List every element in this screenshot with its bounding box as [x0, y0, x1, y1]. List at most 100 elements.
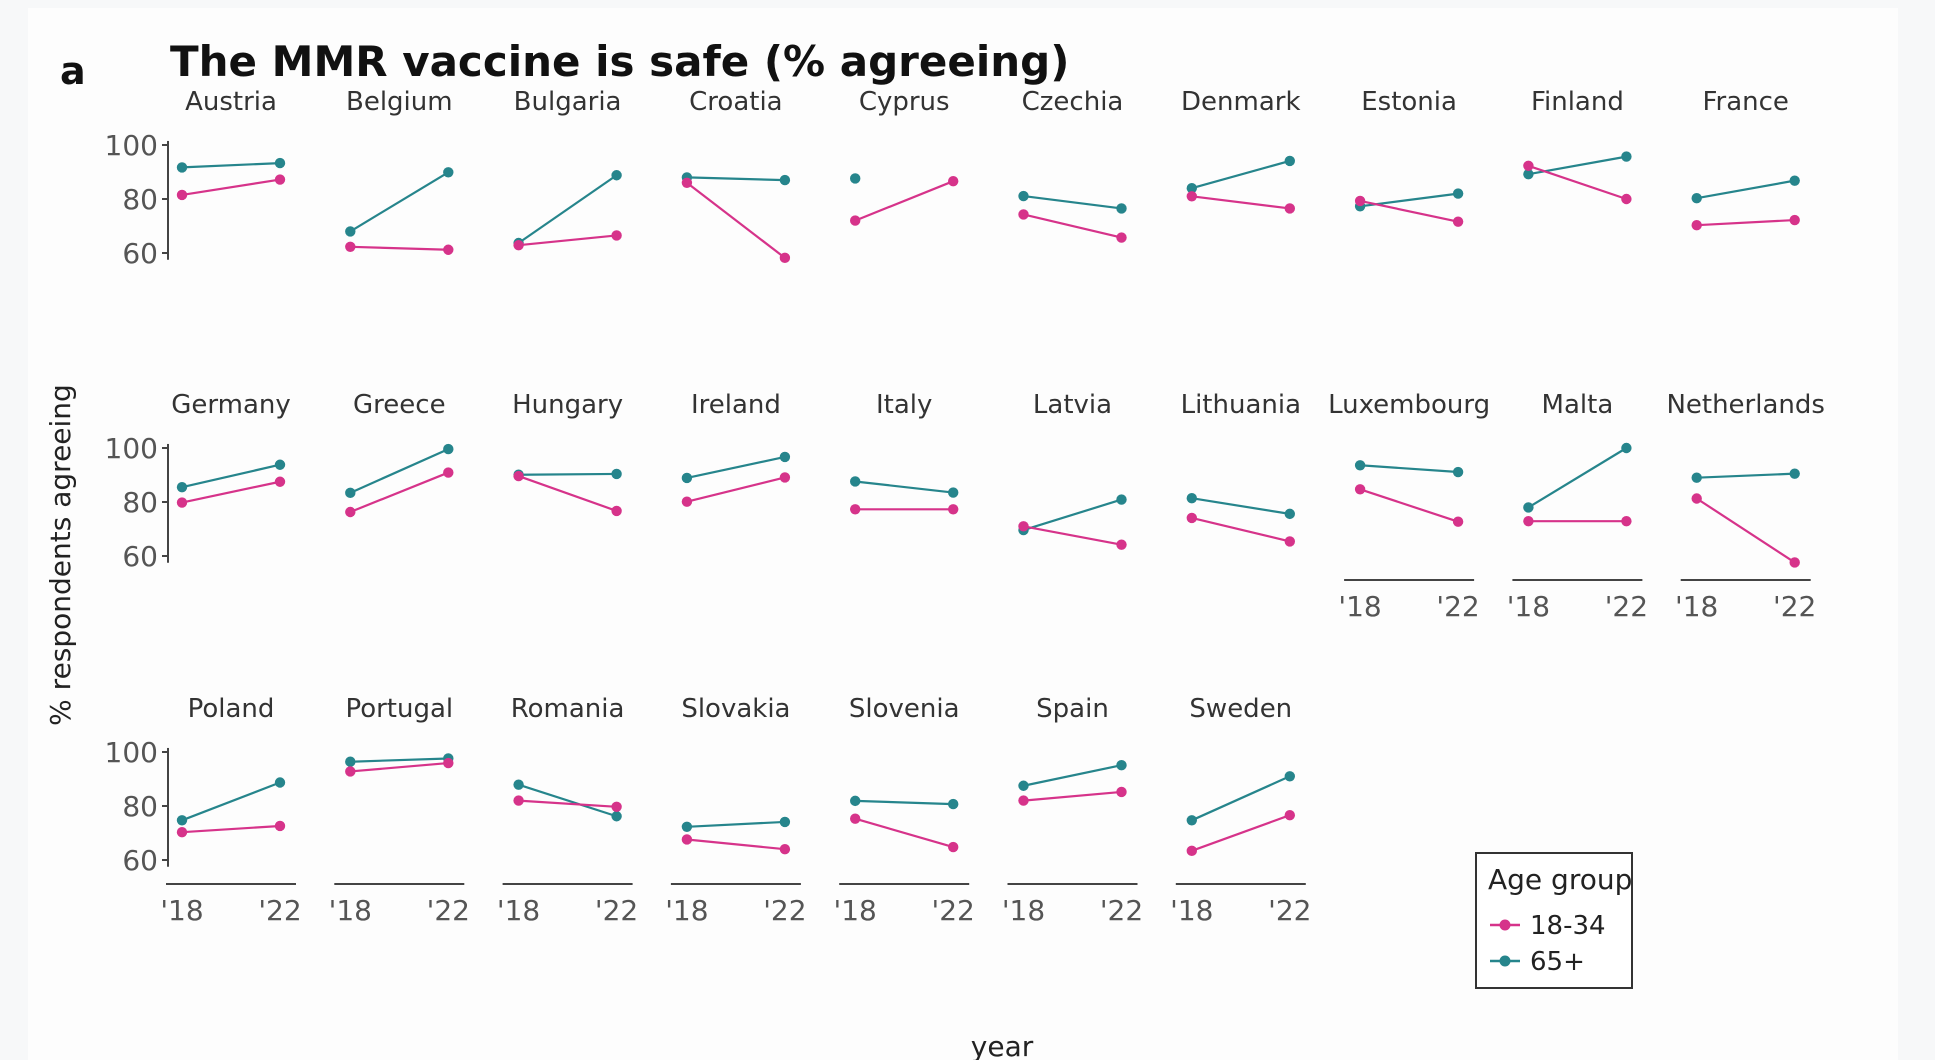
- data-point-18-34-croatia-18: [681, 177, 693, 188]
- data-point-65plus-malta-22: [1621, 442, 1632, 454]
- series-line-18-34-croatia: [686, 181, 786, 259]
- facet-label-romania: Romania: [511, 694, 625, 724]
- series-line-18-34-netherlands: [1696, 497, 1796, 564]
- data-point-18-34-spain-18: [1018, 795, 1029, 806]
- data-point-18-34-france-18: [1691, 219, 1702, 231]
- series-line-18-34-austria: [181, 178, 281, 197]
- series-line-65plus-croatia: [686, 176, 785, 182]
- data-point-65plus-spain-22: [1116, 760, 1127, 771]
- data-point-65plus-italy-22: [948, 487, 959, 498]
- x-tick-label-portugal-1: '22: [427, 894, 470, 927]
- facet-denmark: Denmark: [1181, 87, 1301, 214]
- data-point-65plus-denmark-18: [1186, 183, 1198, 194]
- data-point-18-34-italy-22: [948, 504, 959, 515]
- data-point-65plus-finland-18: [1523, 168, 1534, 180]
- series-line-18-34-hungary: [518, 475, 617, 512]
- data-point-18-34-luxembourg-22: [1452, 516, 1464, 527]
- data-point-18-34-lithuania-18: [1186, 512, 1198, 524]
- facet-label-czechia: Czechia: [1022, 87, 1124, 117]
- y-axis-row-3: 60 80 100: [105, 736, 169, 877]
- data-point-65plus-ireland-18: [681, 472, 693, 484]
- data-point-18-34-croatia-22: [779, 252, 791, 264]
- facet-czechia: Czechia: [1018, 87, 1127, 243]
- series-line-65plus-austria: [181, 161, 281, 169]
- data-point-65plus-romania-18: [513, 779, 524, 790]
- data-point-65plus-spain-18: [1018, 780, 1029, 791]
- data-point-18-34-ireland-22: [779, 472, 791, 483]
- series-line-18-34-slovenia: [854, 817, 954, 849]
- data-point-18-34-slovakia-22: [779, 844, 791, 855]
- facet-label-austria: Austria: [185, 87, 277, 117]
- legend-label-18-34: 18-34: [1530, 911, 1606, 941]
- series-line-18-34-spain: [1023, 790, 1122, 802]
- data-point-18-34-sweden-22: [1284, 809, 1296, 821]
- series-line-65plus-poland: [181, 781, 281, 822]
- series-line-65plus-slovakia: [686, 820, 785, 828]
- data-point-65plus-luxembourg-22: [1452, 466, 1464, 478]
- x-tick-label-sweden-1: '22: [1268, 894, 1311, 927]
- series-line-65plus-netherlands: [1696, 472, 1795, 479]
- x-tick-label-romania-0: '18: [497, 894, 540, 927]
- data-point-65plus-czechia-18: [1018, 190, 1029, 202]
- data-point-65plus-czechia-22: [1116, 203, 1127, 214]
- facet-label-estonia: Estonia: [1361, 87, 1457, 117]
- data-point-18-34-czechia-22: [1116, 232, 1127, 243]
- series-line-18-34-romania: [518, 799, 617, 808]
- facet-estonia: Estonia: [1354, 87, 1464, 227]
- y-tick-label-3-60: 60: [122, 844, 158, 877]
- data-point-18-34-cyprus-18: [850, 215, 861, 226]
- x-tick-label-portugal-0: '18: [329, 894, 372, 927]
- y-tick-label-3-100: 100: [105, 736, 158, 769]
- series-line-65plus-luxembourg: [1360, 464, 1459, 474]
- facet-label-portugal: Portugal: [345, 694, 453, 724]
- facet-label-italy: Italy: [876, 390, 932, 420]
- data-point-18-34-netherlands-22: [1789, 557, 1800, 568]
- data-point-65plus-poland-18: [176, 815, 188, 826]
- data-point-65plus-bulgaria-22: [611, 170, 622, 181]
- facet-label-france: France: [1702, 87, 1788, 117]
- series-line-65plus-romania: [518, 783, 617, 818]
- series-line-18-34-luxembourg: [1359, 488, 1459, 523]
- data-point-65plus-netherlands-18: [1691, 472, 1702, 483]
- y-tick-label-1-100: 100: [105, 129, 158, 162]
- data-point-18-34-italy-18: [850, 504, 861, 515]
- facet-hungary: Hungary: [512, 390, 623, 517]
- facet-slovenia: Slovenia '18 '22: [834, 694, 975, 927]
- data-point-65plus-sweden-22: [1284, 771, 1296, 782]
- data-point-18-34-ireland-18: [681, 496, 693, 507]
- legend: Age group 18-34 65+: [1475, 852, 1633, 989]
- data-point-18-34-finland-18: [1523, 160, 1534, 171]
- facet-latvia: Latvia: [1018, 390, 1127, 550]
- facet-label-croatia: Croatia: [689, 87, 782, 117]
- data-point-65plus-ireland-22: [779, 451, 791, 463]
- facet-poland: Poland '18 '22: [160, 694, 301, 927]
- y-axis-row-1: 60 80 100: [105, 129, 169, 270]
- x-tick-label-sweden-0: '18: [1170, 894, 1213, 927]
- x-tick-label-poland-1: '22: [258, 894, 301, 927]
- series-line-65plus-czechia: [1023, 194, 1122, 210]
- facet-malta: Malta '18 '22: [1507, 390, 1648, 623]
- facet-label-luxembourg: Luxembourg: [1328, 390, 1490, 420]
- series-line-65plus-belgium: [349, 171, 449, 233]
- x-tick-label-spain-1: '22: [1100, 894, 1143, 927]
- series-line-18-34-belgium: [350, 245, 449, 251]
- series-line-18-34-denmark: [1191, 195, 1290, 210]
- data-point-18-34-germany-22: [274, 476, 286, 487]
- data-point-65plus-germany-22: [274, 459, 286, 470]
- data-point-18-34-greece-18: [345, 506, 356, 518]
- y-tick-label-2-60: 60: [122, 540, 158, 573]
- facet-label-slovenia: Slovenia: [849, 694, 960, 724]
- data-point-65plus-france-18: [1691, 192, 1702, 204]
- facet-label-hungary: Hungary: [512, 390, 623, 420]
- facet-label-ireland: Ireland: [691, 390, 781, 420]
- data-point-18-34-bulgaria-18: [513, 239, 524, 251]
- series-line-65plus-italy: [855, 480, 954, 494]
- facet-label-finland: Finland: [1531, 87, 1624, 117]
- x-tick-label-spain-0: '18: [1002, 894, 1045, 927]
- facet-label-malta: Malta: [1542, 390, 1614, 420]
- data-point-65plus-france-22: [1789, 175, 1800, 186]
- series-line-18-34-estonia: [1359, 199, 1459, 223]
- x-tick-label-malta-0: '18: [1507, 590, 1550, 623]
- data-point-65plus-malta-18: [1523, 502, 1534, 513]
